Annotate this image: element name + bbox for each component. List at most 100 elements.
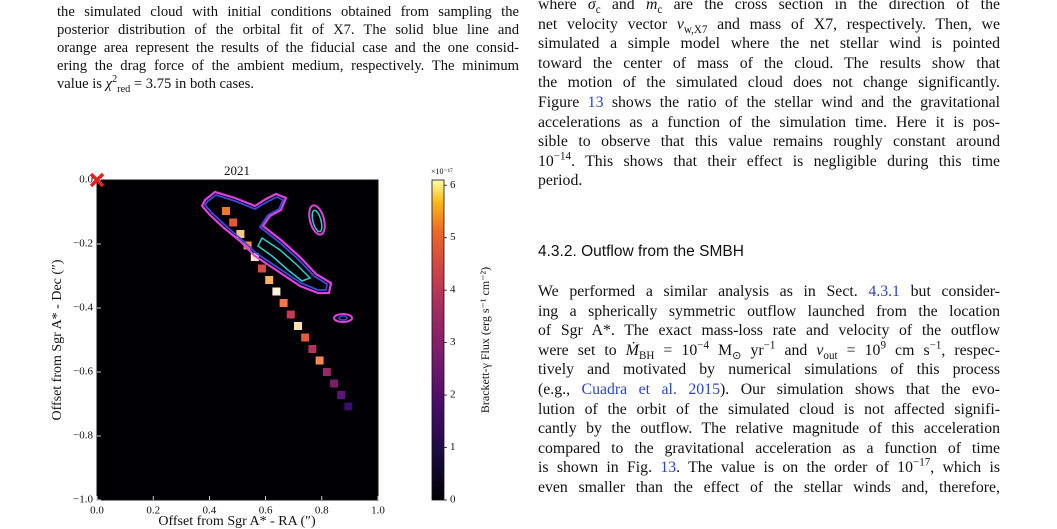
colorbar-scale-label: ×10⁻¹⁷	[431, 167, 453, 176]
colorbar-tick-label: 0	[450, 494, 456, 506]
colorbar-tick-label: 3	[450, 336, 456, 348]
y-tick-label: −0.6	[73, 366, 93, 378]
y-tick-label: −0.4	[73, 302, 93, 314]
caption-line: posterior distribution of the orbital fi…	[57, 22, 519, 38]
text-line: compared to the gravitational accelerati…	[538, 439, 1000, 457]
section-link[interactable]: 4.3.1	[868, 283, 900, 300]
text: yr	[741, 341, 764, 359]
colorbar-tick-label: 5	[450, 231, 456, 243]
superscript: 2	[112, 74, 118, 86]
colorbar-tick-label: 6	[450, 179, 456, 191]
colorbar-label: Brackett-γ Flux (erg s⁻¹ cm⁻²)	[478, 267, 492, 413]
superscript: −14	[553, 150, 572, 163]
symbol: Ṁ	[625, 341, 639, 359]
heatmap-pixel	[308, 345, 317, 353]
caption-line: value is χ2red = 3.75 in both cases.	[57, 74, 519, 95]
y-tick-label: −1.0	[73, 494, 93, 506]
text: (e.g.,	[538, 380, 582, 398]
contour	[257, 236, 312, 282]
section-heading: 4.3.2. Outflow from the SMBH	[538, 243, 744, 260]
text-line: 10−14. This shows that their effect is n…	[538, 150, 1000, 172]
caption-line: ering the drag force of the ambient medi…	[57, 58, 519, 74]
text: = 3.75 in both cases.	[130, 76, 254, 92]
text-line: even smaller than the effect of the stel…	[538, 478, 1000, 496]
x-tick-label: 1.0	[371, 505, 385, 517]
text: but consider-	[899, 283, 1000, 300]
contour	[200, 190, 333, 295]
text: is shown in Fig.	[538, 459, 661, 477]
text: net velocity vector	[538, 15, 677, 33]
paragraph: We performed a similar analysis as in Se…	[538, 282, 1000, 498]
text: M	[708, 341, 733, 359]
colorbar-tick-label: 4	[450, 284, 456, 296]
text-line: were set to ṀBH = 10−4 M⊙ yr−1 and vout …	[538, 339, 1000, 362]
heatmap-pixel	[294, 322, 302, 330]
text: were set to	[538, 341, 626, 359]
symbol: v	[816, 341, 824, 359]
text-line: ing a spherically symmetric outflow laun…	[538, 302, 1000, 320]
colorbar-tick-label: 1	[450, 441, 456, 453]
text-line: Figure 13 shows the ratio of the stellar…	[538, 93, 1000, 113]
heatmap-pixel	[272, 287, 281, 296]
x-tick-label: 0.6	[259, 505, 273, 517]
text: . This shows that their effect is neglig…	[571, 152, 1000, 170]
contour	[311, 209, 323, 233]
heatmap-pixel	[222, 207, 230, 215]
contour	[203, 194, 328, 291]
text-line: of Sgr A*. The exact mass-loss rate and …	[538, 322, 1000, 340]
colorbar-tick-label: 2	[450, 389, 456, 401]
x-tick-label: 0.4	[203, 505, 217, 517]
heatmap-pixel	[229, 218, 238, 227]
caption-line: orange area represent the results of the…	[57, 40, 519, 56]
caption-line: the simulated cloud with initial conditi…	[57, 4, 519, 20]
y-tick-label: 0.0	[79, 174, 93, 186]
text-line: tively and motivated by numerical simula…	[538, 361, 1000, 379]
figure-link[interactable]: 13	[587, 93, 604, 111]
plot-frame	[96, 179, 379, 501]
citation-link[interactable]: Cuadra et al. 2015	[581, 380, 720, 398]
text: are the cross section in the direction o…	[662, 0, 1000, 13]
text-line: (e.g., Cuadra et al. 2015). Our simulati…	[538, 380, 1000, 400]
text: = 10	[837, 341, 881, 359]
superscript: −17	[912, 457, 931, 470]
text: and	[775, 341, 817, 359]
text-line: We performed a similar analysis as in Se…	[538, 282, 1000, 302]
heatmap-pixel	[286, 310, 295, 319]
symbol: ṁ	[646, 0, 658, 13]
text-line: lution of the orbit of the simulated clo…	[538, 400, 1000, 418]
chart-title: 2021	[224, 163, 250, 178]
text-line: net velocity vector vw,X7 and mass of X7…	[538, 15, 1000, 36]
symbol: χ	[105, 76, 113, 92]
text: , respec-	[941, 341, 1000, 359]
contour	[308, 204, 326, 236]
heatmap-pixel	[344, 402, 353, 411]
text-line: cantly by the outflow. The relative magn…	[538, 420, 1000, 438]
text: shows the ratio of the stellar wind and …	[603, 93, 1000, 111]
colorbar	[431, 179, 445, 501]
text: . The value is on the order of 10	[676, 459, 913, 477]
superscript: −1	[929, 339, 942, 352]
x-axis-label: Offset from Sgr A* - RA (″)	[158, 514, 316, 529]
superscript: −1	[763, 339, 776, 352]
text-line: accelerations as a function of the simul…	[538, 113, 1000, 131]
subscript: out	[823, 349, 838, 362]
position-marker	[89, 172, 105, 188]
subscript: c	[657, 4, 663, 17]
text: cm s	[885, 341, 930, 359]
contour	[338, 315, 348, 321]
subscript: red	[117, 83, 131, 95]
superscript: −4	[697, 339, 709, 352]
heatmap-pixel	[330, 379, 338, 388]
paragraph: where σc and ṁc are the cross section in…	[538, 0, 1000, 191]
text: = 10	[654, 341, 698, 359]
x-tick-label: 0.8	[315, 505, 329, 517]
y-tick-label: −0.2	[73, 238, 93, 250]
text-line: sible to observe that this value remains…	[538, 133, 1000, 151]
heatmap-pixel	[337, 391, 346, 399]
text: and	[600, 0, 646, 13]
text: value is	[57, 76, 106, 92]
text: and mass of X7, respectively. Then, we	[707, 15, 1000, 33]
figure-link[interactable]: 13	[660, 459, 677, 477]
heatmap-pixel	[279, 299, 288, 307]
